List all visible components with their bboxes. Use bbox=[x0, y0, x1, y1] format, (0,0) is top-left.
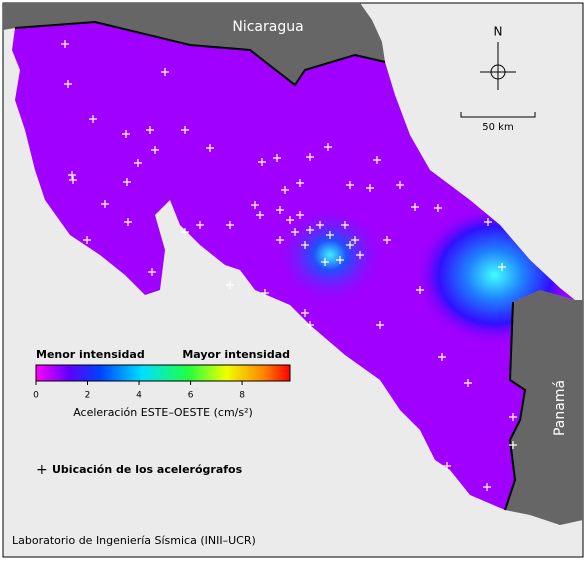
station bbox=[89, 115, 97, 123]
station bbox=[161, 68, 169, 76]
station bbox=[69, 176, 77, 184]
station bbox=[509, 413, 517, 421]
station bbox=[483, 483, 491, 491]
station bbox=[301, 241, 309, 249]
legend-high: Mayor intensidad bbox=[182, 348, 290, 361]
station bbox=[276, 206, 284, 214]
station bbox=[124, 218, 132, 226]
country-label: Panamá bbox=[552, 380, 568, 436]
station bbox=[341, 221, 349, 229]
border-line bbox=[14, 20, 386, 87]
station bbox=[146, 126, 154, 134]
station bbox=[366, 184, 374, 192]
station bbox=[411, 203, 419, 211]
stations bbox=[61, 40, 517, 491]
station bbox=[181, 126, 189, 134]
colorbar-title: Aceleración ESTE–OESTE (cm/s²) bbox=[73, 406, 253, 419]
north-arrow-label: N bbox=[494, 25, 503, 39]
station bbox=[196, 221, 204, 229]
station bbox=[281, 186, 289, 194]
station bbox=[509, 441, 517, 449]
station bbox=[261, 289, 269, 297]
station bbox=[351, 236, 359, 244]
station bbox=[498, 263, 506, 271]
station bbox=[273, 154, 281, 162]
station bbox=[83, 236, 91, 244]
station bbox=[151, 146, 159, 154]
station bbox=[148, 268, 156, 276]
station bbox=[276, 236, 284, 244]
station bbox=[286, 216, 294, 224]
border-line bbox=[504, 301, 527, 511]
station bbox=[396, 181, 404, 189]
station bbox=[383, 236, 391, 244]
station bbox=[373, 156, 381, 164]
station bbox=[226, 221, 234, 229]
station bbox=[226, 281, 234, 289]
station bbox=[251, 201, 259, 209]
station bbox=[306, 153, 314, 161]
nicaragua-land bbox=[3, 3, 385, 85]
station bbox=[306, 226, 314, 234]
station bbox=[416, 286, 424, 294]
scale-label: 50 km bbox=[482, 122, 513, 133]
station bbox=[296, 211, 304, 219]
footer: Laboratorio de Ingeniería Sísmica (INII–… bbox=[12, 534, 256, 547]
station bbox=[438, 353, 446, 361]
station bbox=[68, 171, 76, 179]
scale-bar bbox=[460, 112, 536, 118]
north-arrow bbox=[480, 42, 516, 90]
station bbox=[61, 40, 69, 48]
station bbox=[346, 181, 354, 189]
colorbar-tick-label: 6 bbox=[188, 391, 194, 401]
station bbox=[101, 200, 109, 208]
station bbox=[464, 379, 472, 387]
station bbox=[484, 218, 492, 226]
station bbox=[316, 221, 324, 229]
station bbox=[258, 158, 266, 166]
stations-legend: Ubicación de los acelerógrafos bbox=[52, 463, 243, 476]
station bbox=[301, 309, 309, 317]
station bbox=[443, 462, 451, 470]
station bbox=[122, 130, 130, 138]
station bbox=[376, 321, 384, 329]
station bbox=[321, 258, 329, 266]
station-symbol: + bbox=[36, 462, 48, 478]
station bbox=[326, 231, 334, 239]
station bbox=[434, 204, 442, 212]
station bbox=[324, 143, 332, 151]
station bbox=[346, 241, 354, 249]
station bbox=[123, 178, 131, 186]
panama-land bbox=[505, 290, 583, 525]
station bbox=[336, 256, 344, 264]
intensity-blob bbox=[275, 205, 385, 305]
station bbox=[296, 179, 304, 187]
station bbox=[291, 228, 299, 236]
country-label: Nicaragua bbox=[232, 19, 303, 35]
station bbox=[356, 251, 364, 259]
station bbox=[306, 321, 314, 329]
legend-low: Menor intensidad bbox=[36, 348, 145, 361]
colorbar-tick-label: 4 bbox=[136, 391, 142, 401]
station bbox=[64, 80, 72, 88]
colorbar-tick-label: 2 bbox=[85, 391, 91, 401]
station bbox=[181, 228, 189, 236]
colorbar bbox=[35, 364, 291, 382]
legend: Menor intensidad Mayor intensidad Aceler… bbox=[33, 348, 291, 478]
station bbox=[206, 144, 214, 152]
station bbox=[134, 159, 142, 167]
station bbox=[256, 211, 264, 219]
colorbar-tick-label: 0 bbox=[33, 391, 39, 401]
colorbar-tick-label: 8 bbox=[239, 391, 245, 401]
